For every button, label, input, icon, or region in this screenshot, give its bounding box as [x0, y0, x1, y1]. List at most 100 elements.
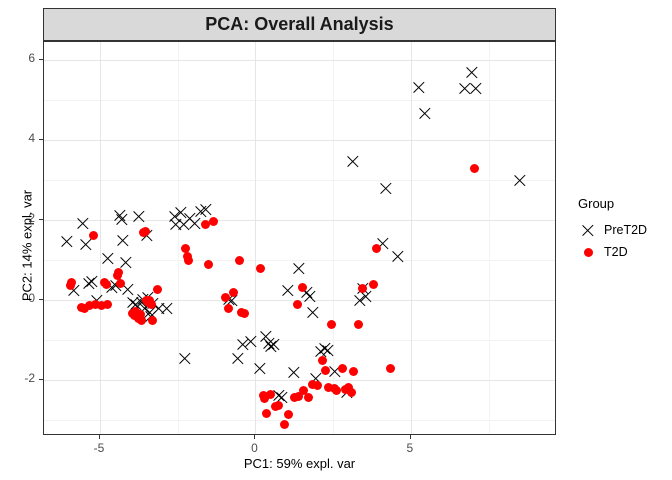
data-point-pret2d — [464, 65, 479, 80]
gridline-horizontal-minor — [44, 180, 555, 181]
data-point-pret2d — [119, 255, 134, 270]
page-title: PCA: Overall Analysis — [205, 14, 394, 34]
data-point-t2d — [182, 251, 192, 261]
data-point-t2d — [97, 301, 107, 311]
data-point-pret2d — [198, 202, 213, 217]
data-point-pret2d — [114, 212, 129, 227]
y-tick-mark — [39, 219, 43, 220]
data-point-t2d — [470, 163, 480, 173]
data-point-pret2d — [287, 365, 302, 380]
data-point-t2d — [221, 293, 231, 303]
data-point-pret2d — [75, 216, 90, 231]
gridline-horizontal-minor — [44, 420, 555, 421]
data-point-pret2d — [178, 351, 193, 366]
data-point-t2d — [280, 420, 290, 430]
gridline-vertical-minor — [333, 42, 335, 434]
legend-item-pret2d[interactable]: PreT2D — [578, 219, 670, 241]
data-point-t2d — [135, 309, 145, 319]
data-point-t2d — [208, 217, 218, 227]
data-point-t2d — [148, 316, 158, 326]
data-point-t2d — [103, 299, 113, 309]
data-point-t2d — [283, 409, 293, 419]
data-point-t2d — [145, 295, 155, 305]
y-tick-mark — [39, 299, 43, 300]
data-point-t2d — [274, 401, 284, 411]
y-axis-title: PC2: 14% expl. var — [19, 189, 35, 302]
data-point-t2d — [327, 319, 337, 329]
y-tick-mark — [39, 139, 43, 140]
y-tick-label: 2 — [28, 211, 35, 225]
data-point-pret2d — [291, 261, 306, 276]
data-point-t2d — [204, 260, 214, 270]
y-tick-mark — [39, 379, 43, 380]
data-point-t2d — [229, 288, 239, 298]
data-point-t2d — [289, 393, 299, 403]
y-tick-label: -2 — [24, 371, 35, 385]
data-point-pret2d — [231, 351, 246, 366]
data-point-t2d — [201, 219, 211, 229]
gridline-vertical-minor — [488, 42, 490, 434]
chart-title-strip: PCA: Overall Analysis — [43, 8, 556, 41]
cross-icon — [578, 220, 598, 240]
gridline-vertical-minor — [177, 42, 179, 434]
data-point-t2d — [140, 226, 150, 236]
legend-item-t2d[interactable]: T2D — [578, 241, 670, 263]
data-point-pret2d — [131, 209, 146, 224]
x-axis-title: PC1: 59% expl. var — [243, 456, 356, 471]
data-point-t2d — [294, 391, 304, 401]
data-point-t2d — [313, 381, 323, 391]
data-point-t2d — [353, 319, 363, 329]
data-point-t2d — [224, 303, 234, 313]
gridline-horizontal-major — [44, 140, 555, 141]
data-point-t2d — [240, 309, 250, 319]
circle-icon — [578, 242, 598, 262]
plot-panel — [43, 41, 556, 435]
data-point-t2d — [101, 280, 111, 290]
data-point-pret2d — [243, 334, 258, 349]
data-point-t2d — [320, 365, 330, 375]
data-point-pret2d — [159, 301, 174, 316]
data-point-pret2d — [85, 274, 100, 289]
data-point-pret2d — [346, 154, 361, 169]
data-point-t2d — [303, 393, 313, 403]
x-tick-mark — [409, 435, 411, 439]
data-point-t2d — [347, 387, 357, 397]
data-point-pret2d — [417, 106, 432, 121]
data-point-pret2d — [60, 234, 75, 249]
legend-label-pret2d: PreT2D — [604, 223, 648, 237]
data-point-t2d — [79, 304, 89, 314]
data-point-t2d — [137, 315, 147, 325]
data-point-t2d — [317, 355, 327, 365]
gridline-horizontal-minor — [44, 100, 555, 101]
data-point-t2d — [131, 306, 141, 316]
data-point-pret2d — [379, 181, 394, 196]
gridline-vertical-major — [255, 42, 257, 434]
data-point-t2d — [292, 299, 302, 309]
legend-title: Group — [578, 196, 615, 211]
data-point-pret2d — [100, 251, 115, 266]
data-point-t2d — [266, 389, 276, 399]
data-point-t2d — [358, 283, 368, 293]
gridline-horizontal-major — [44, 220, 555, 221]
data-point-pret2d — [305, 305, 320, 320]
x-tick-label: 5 — [406, 441, 414, 455]
data-point-t2d — [297, 282, 307, 292]
data-point-t2d — [180, 244, 190, 254]
y-tick-label: 4 — [28, 131, 35, 145]
data-point-t2d — [260, 393, 270, 403]
data-point-t2d — [255, 263, 265, 273]
data-point-t2d — [146, 300, 156, 310]
gridline-horizontal-major — [44, 380, 555, 381]
data-point-t2d — [261, 409, 271, 419]
data-point-pret2d — [116, 233, 131, 248]
data-point-pret2d — [253, 361, 268, 376]
gridline-horizontal-minor — [44, 340, 555, 341]
data-point-pret2d — [458, 81, 473, 96]
data-point-t2d — [184, 256, 194, 266]
data-point-t2d — [386, 363, 396, 373]
x-tick-mark — [254, 435, 256, 439]
legend-label-t2d: T2D — [604, 245, 628, 259]
y-tick-label: 6 — [28, 51, 35, 65]
data-point-pret2d — [267, 337, 282, 352]
